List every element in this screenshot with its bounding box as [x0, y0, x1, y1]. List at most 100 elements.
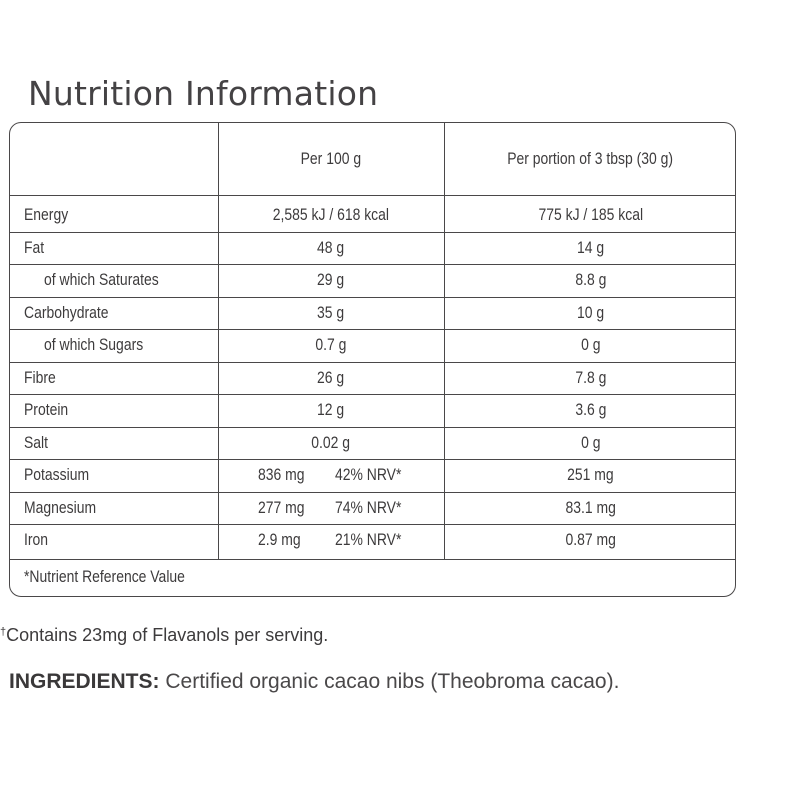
header-cell: Per 100 g — [218, 123, 444, 195]
per-portion-value: 3.6 g — [574, 400, 607, 420]
per-portion-value: 0 g — [580, 335, 601, 355]
nutrient-name: of which Sugars — [44, 335, 144, 355]
per-100g-cell: 2.9 mg — [258, 524, 348, 557]
per-portion-cell: 0.87 mg — [444, 524, 735, 557]
per-100g-value: 0.7 g — [315, 335, 347, 355]
per-100g-cell: 29 g — [218, 264, 444, 297]
per-portion-value: 8.8 g — [574, 270, 607, 290]
nutrient-name-cell: Potassium — [24, 459, 218, 492]
nutrient-name-cell: Energy — [24, 199, 218, 232]
flavanols-note: †Contains 23mg of Flavanols per serving. — [0, 625, 328, 646]
flavanols-text: Contains 23mg of Flavanols per serving. — [6, 625, 329, 645]
per-100g-cell: 0.7 g — [218, 329, 444, 362]
row-divider — [10, 394, 735, 395]
ingredients-line: INGREDIENTS: Certified organic cacao nib… — [9, 670, 619, 694]
nutrient-name: Magnesium — [24, 497, 97, 517]
ingredients-text: Certified organic cacao nibs (Theobroma … — [159, 670, 620, 693]
per-100g-value: 29 g — [317, 270, 345, 290]
per-portion-value: 7.8 g — [574, 367, 607, 387]
row-divider — [10, 491, 735, 493]
per-100g-cell: 35 g — [218, 297, 444, 330]
per-100g-value: 26 g — [317, 367, 345, 387]
per-100g-cell: 0.02 g — [218, 427, 444, 460]
page-title: Nutrition Information — [28, 74, 379, 113]
per-100g-value: 836 mg — [258, 465, 305, 485]
per-portion-value: 0 g — [580, 432, 601, 452]
per-portion-cell: 0 g — [444, 427, 735, 460]
nutrient-name-cell: Salt — [24, 427, 218, 460]
nutrient-name-cell: of which Saturates — [44, 264, 218, 297]
nrv-value: 42% NRV* — [335, 465, 402, 485]
row-divider — [10, 459, 735, 460]
per-portion-cell: 8.8 g — [444, 264, 735, 297]
row-divider — [10, 361, 735, 363]
nutrient-name: Salt — [24, 432, 49, 452]
ingredients-label: INGREDIENTS: — [9, 670, 160, 693]
per-100g-value: 35 g — [317, 302, 345, 322]
per-portion-cell: 14 g — [444, 232, 735, 265]
nrv-footnote-cell: *Nutrient Reference Value — [24, 559, 731, 597]
nutrient-name-cell: Fibre — [24, 362, 218, 395]
per-portion-cell: 10 g — [444, 297, 735, 330]
per-100g-value: 48 g — [317, 237, 345, 257]
per-portion-value: 83.1 mg — [565, 497, 616, 517]
per-100g-cell: 26 g — [218, 362, 444, 395]
nutrient-name-cell: Fat — [24, 232, 218, 265]
dagger-mark: † — [0, 626, 7, 638]
per-portion-value: 775 kJ / 185 kcal — [538, 205, 643, 225]
nutrient-name: Iron — [24, 530, 49, 550]
per-portion-cell: 7.8 g — [444, 362, 735, 395]
nrv-value: 74% NRV* — [335, 497, 402, 517]
column-divider — [444, 123, 445, 559]
nutrient-name: Energy — [24, 205, 69, 225]
nutrient-name-cell: Carbohydrate — [24, 297, 218, 330]
nutrient-name-cell: Magnesium — [24, 492, 218, 525]
nrv-value: 21% NRV* — [335, 530, 402, 550]
row-divider — [10, 426, 735, 428]
nrv-cell: 74% NRV* — [335, 492, 435, 525]
nutrient-name: Fibre — [24, 367, 56, 387]
per-portion-value: 0.87 mg — [565, 530, 616, 550]
per-100g-value: 2.9 mg — [258, 530, 301, 550]
per-portion-cell: 3.6 g — [444, 394, 735, 427]
nrv-cell: 42% NRV* — [335, 459, 435, 492]
column-divider — [218, 123, 219, 559]
per-portion-value: 251 mg — [567, 465, 614, 485]
per-100g-value: 12 g — [317, 400, 345, 420]
row-divider — [10, 296, 735, 298]
nutrient-name: Carbohydrate — [24, 302, 109, 322]
row-divider — [10, 524, 735, 525]
row-divider — [10, 195, 735, 196]
per-portion-value: 14 g — [576, 237, 605, 257]
per-portion-cell: 251 mg — [444, 459, 735, 492]
nrv-footnote: *Nutrient Reference Value — [24, 567, 185, 587]
header-label: Per portion of 3 tbsp (30 g) — [507, 149, 674, 168]
row-divider — [10, 558, 735, 560]
header-label: Per 100 g — [300, 149, 362, 168]
row-divider — [10, 231, 735, 233]
per-100g-value: 0.02 g — [311, 432, 351, 452]
per-100g-cell: 2,585 kJ / 618 kcal — [218, 199, 444, 232]
nutrient-name: Protein — [24, 400, 69, 420]
nutrition-table: Per 100 g Per portion of 3 tbsp (30 g) Ene… — [9, 122, 736, 597]
per-portion-cell: 775 kJ / 185 kcal — [444, 199, 735, 232]
per-portion-cell: 0 g — [444, 329, 735, 362]
nutrient-name: Fat — [24, 237, 45, 257]
nrv-cell: 21% NRV* — [335, 524, 435, 557]
header-cell — [10, 123, 218, 195]
per-100g-cell: 48 g — [218, 232, 444, 265]
nutrient-name-cell: of which Sugars — [44, 329, 218, 362]
per-100g-cell: 277 mg — [258, 492, 348, 525]
per-100g-value: 2,585 kJ / 618 kcal — [272, 205, 390, 225]
header-cell: Per portion of 3 tbsp (30 g) — [444, 123, 735, 195]
per-100g-cell: 836 mg — [258, 459, 348, 492]
nutrient-name-cell: Protein — [24, 394, 218, 427]
per-portion-cell: 83.1 mg — [444, 492, 735, 525]
nutrient-name: Potassium — [24, 465, 90, 485]
nutrient-name: of which Saturates — [44, 270, 159, 290]
row-divider — [10, 264, 735, 265]
row-divider — [10, 329, 735, 330]
per-100g-cell: 12 g — [218, 394, 444, 427]
per-100g-value: 277 mg — [258, 497, 305, 517]
per-portion-value: 10 g — [576, 302, 605, 322]
